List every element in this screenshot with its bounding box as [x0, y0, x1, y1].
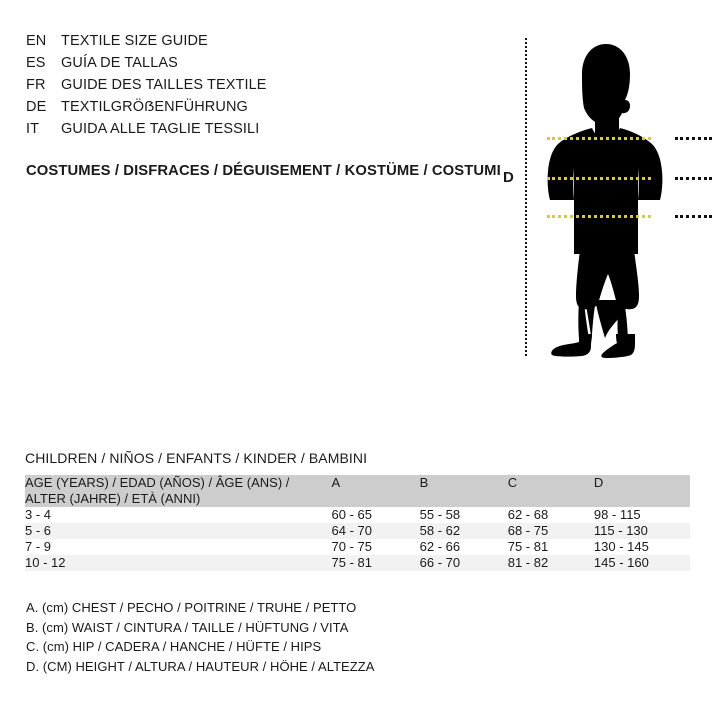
cell-age: 5 - 6: [25, 523, 52, 538]
language-code: IT: [26, 121, 40, 137]
cell-chest: 64 - 70: [331, 523, 373, 538]
table-row: 3 - 4 60 - 65 55 - 58 62 - 68 98 - 115: [25, 507, 690, 523]
cell-age: 10 - 12: [25, 555, 66, 570]
cell-height: 145 - 160: [593, 555, 649, 570]
language-row: EN TEXTILE SIZE GUIDE: [26, 33, 486, 55]
cell-height: 115 - 130: [593, 523, 648, 538]
cell-hip: 75 - 81: [507, 539, 549, 554]
cell-waist: 58 - 62: [419, 523, 461, 538]
chest-leader-line: [675, 137, 712, 140]
size-table-body: 3 - 4 60 - 65 55 - 58 62 - 68 98 - 115 5…: [25, 507, 690, 571]
cell-chest: 70 - 75: [331, 539, 373, 554]
cell-waist: 62 - 66: [419, 539, 461, 554]
waist-guide-line: [547, 177, 651, 180]
measurement-legend: A. (cm) CHEST / PECHO / POITRINE / TRUHE…: [26, 598, 476, 676]
child-silhouette-icon: [547, 44, 663, 358]
cell-waist: 55 - 58: [419, 507, 461, 522]
language-code: DE: [26, 99, 47, 115]
column-header-c: C: [507, 475, 518, 490]
language-row: ES GUÍA DE TALLAS: [26, 55, 486, 77]
language-code: FR: [26, 77, 46, 93]
cell-hip: 68 - 75: [507, 523, 549, 538]
language-code: EN: [26, 33, 47, 49]
language-title-list: EN TEXTILE SIZE GUIDE ES GUÍA DE TALLAS …: [26, 33, 486, 143]
language-row: IT GUIDA ALLE TAGLIE TESSILI: [26, 121, 486, 143]
column-header-b: B: [419, 475, 429, 490]
language-title: GUÍA DE TALLAS: [61, 55, 178, 71]
cell-hip: 81 - 82: [507, 555, 549, 570]
measurement-diagram: D A B: [495, 28, 720, 373]
hip-guide-line: [547, 215, 651, 218]
cell-chest: 75 - 81: [331, 555, 373, 570]
legend-item-waist: B. (cm) WAIST / CINTURA / TAILLE / HÜFTU…: [26, 619, 349, 635]
language-title: TEXTILGRÖẞENFÜHRUNG: [61, 99, 248, 115]
legend-item-height: D. (CM) HEIGHT / ALTURA / HAUTEUR / HÖHE…: [26, 658, 375, 674]
column-header-age: AGE (YEARS) / EDAD (AÑOS) / ÂGE (ANS) / …: [25, 475, 290, 506]
legend-item-hip: C. (cm) HIP / CADERA / HANCHE / HÜFTE / …: [26, 639, 322, 654]
height-measure-label: D: [503, 169, 514, 186]
size-group-title: CHILDREN / NIÑOS / ENFANTS / KINDER / BA…: [25, 450, 368, 466]
cell-height: 98 - 115: [593, 507, 641, 522]
height-guide-line: [525, 38, 527, 356]
hip-leader-line: [675, 215, 712, 218]
legend-item-chest: A. (cm) CHEST / PECHO / POITRINE / TRUHE…: [26, 600, 357, 615]
cell-age: 7 - 9: [25, 539, 52, 554]
language-code: ES: [26, 55, 46, 71]
language-title: GUIDA ALLE TAGLIE TESSILI: [61, 121, 260, 137]
column-header-d: D: [593, 475, 604, 490]
cell-waist: 66 - 70: [419, 555, 461, 570]
table-row: 7 - 9 70 - 75 62 - 66 75 - 81 130 - 145: [25, 539, 690, 555]
language-title: GUIDE DES TAILLES TEXTILE: [61, 77, 267, 93]
language-title: TEXTILE SIZE GUIDE: [61, 33, 208, 49]
language-row: FR GUIDE DES TAILLES TEXTILE: [26, 77, 486, 99]
chest-guide-line: [547, 137, 651, 140]
table-header-row: AGE (YEARS) / EDAD (AÑOS) / ÂGE (ANS) / …: [25, 475, 690, 507]
size-table-section: CHILDREN / NIÑOS / ENFANTS / KINDER / BA…: [25, 450, 690, 571]
product-category-line: COSTUMES / DISFRACES / DÉGUISEMENT / KOS…: [26, 163, 501, 179]
size-table-header: AGE (YEARS) / EDAD (AÑOS) / ÂGE (ANS) / …: [25, 475, 690, 507]
cell-age: 3 - 4: [25, 507, 52, 522]
waist-leader-line: [675, 177, 712, 180]
cell-chest: 60 - 65: [331, 507, 373, 522]
cell-hip: 62 - 68: [507, 507, 549, 522]
size-table: AGE (YEARS) / EDAD (AÑOS) / ÂGE (ANS) / …: [25, 475, 690, 571]
cell-height: 130 - 145: [593, 539, 649, 554]
language-row: DE TEXTILGRÖẞENFÜHRUNG: [26, 99, 486, 121]
column-header-a: A: [331, 475, 341, 490]
table-row: 5 - 6 64 - 70 58 - 62 68 - 75 115 - 130: [25, 523, 690, 539]
table-row: 10 - 12 75 - 81 66 - 70 81 - 82 145 - 16…: [25, 555, 690, 571]
